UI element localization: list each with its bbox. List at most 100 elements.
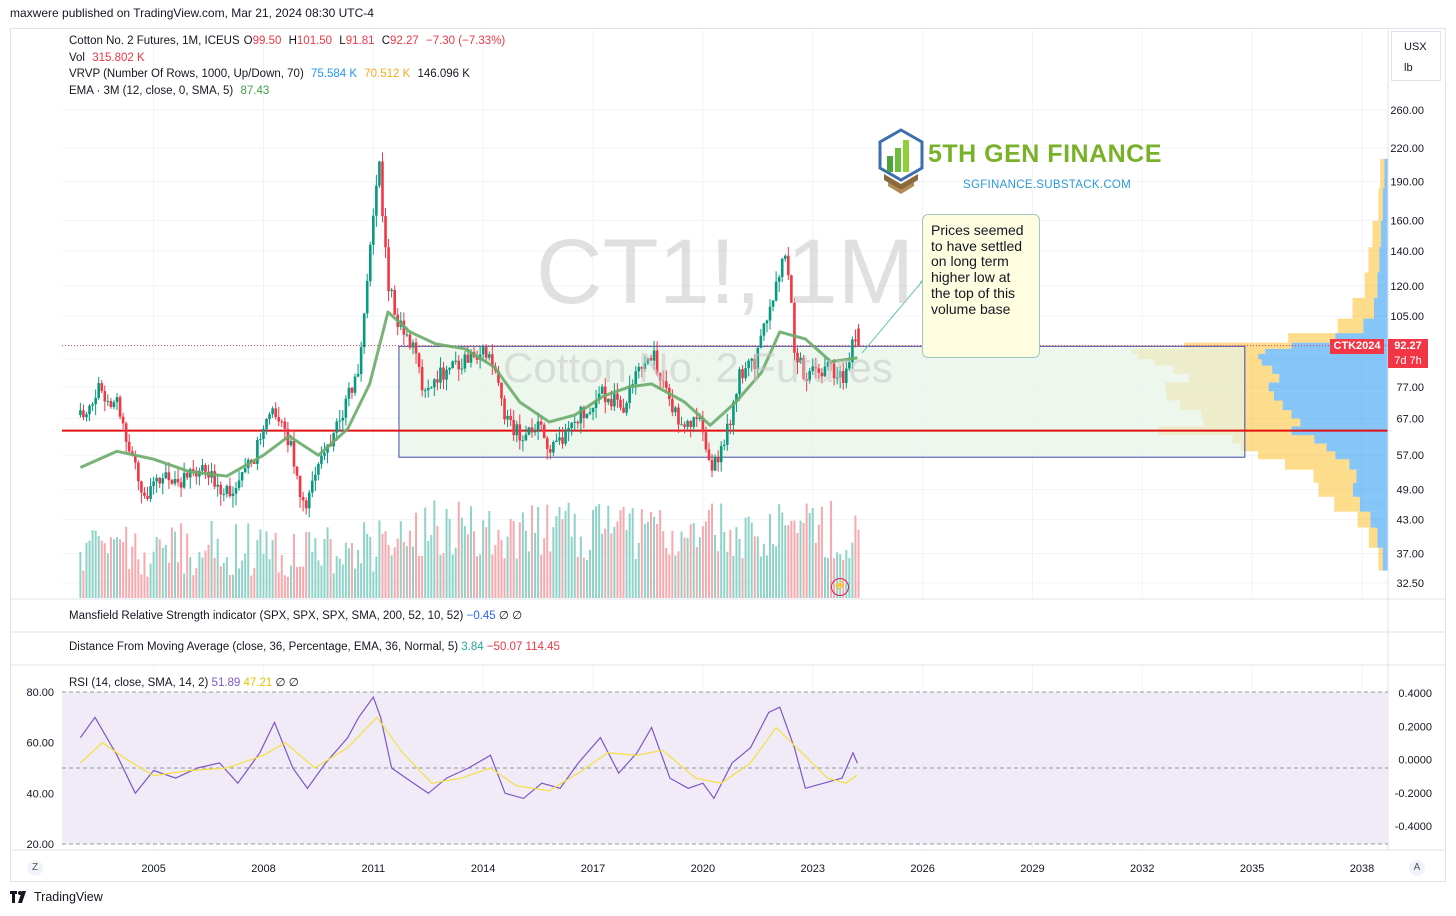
candle-body [222, 494, 226, 496]
volume-bar [280, 554, 283, 598]
legend-high: 101.50 [296, 35, 333, 47]
candle-body [509, 415, 512, 421]
candle-body [640, 366, 644, 369]
volume-bar [357, 549, 360, 598]
legend-ema-value: 87.43 [240, 84, 270, 97]
volume-bar [741, 558, 744, 598]
volume-bar [323, 538, 326, 598]
legend-ema-label[interactable]: EMA · 3M (12, close, 0, SMA, 5) [69, 84, 234, 97]
candle-body [487, 354, 491, 358]
candle-body [628, 385, 631, 403]
legend-symbol[interactable]: Cotton No. 2 Futures, 1M, ICEUS [69, 35, 240, 47]
candle-body [225, 485, 229, 495]
candle-body [414, 342, 418, 354]
volume-bar [595, 506, 598, 598]
volume-profile-down-bar [1378, 547, 1383, 571]
volume-bar [167, 562, 170, 598]
price-axis-tick: 160.00 [1390, 215, 1424, 227]
candle-body [213, 471, 216, 487]
candle-body [420, 367, 424, 391]
rsi-left-tick: 80.00 [26, 687, 54, 699]
volume-bar [701, 526, 704, 598]
volume-bar [415, 512, 418, 598]
candle-body [338, 420, 342, 422]
candle-body [381, 161, 384, 217]
flash-icon[interactable]: ⚡ [831, 578, 849, 596]
volume-bar [643, 523, 646, 598]
currency-unit-button[interactable]: USX lb [1391, 31, 1441, 81]
volume-bar [744, 517, 747, 598]
candle-body [796, 352, 799, 363]
volume-bar [390, 555, 393, 598]
volume-bar [610, 533, 613, 598]
volume-bar [344, 542, 347, 598]
volume-bar [418, 555, 421, 598]
watermark-name: Cotton No. 2 Futures [503, 344, 893, 391]
legend-ema-row: EMA · 3M (12, close, 0, SMA, 5) 87.43 [69, 83, 509, 100]
volume-bar [707, 509, 710, 598]
time-axis-tick: 2035 [1240, 863, 1264, 875]
volume-bar [164, 544, 167, 598]
volume-bar [283, 575, 286, 598]
candle-body [307, 492, 311, 509]
price-axis-tick: 49.00 [1396, 485, 1424, 497]
price-axis-tick: 190.00 [1390, 176, 1424, 188]
candle-body [774, 281, 778, 301]
volume-bar [155, 537, 158, 598]
zoom-button[interactable]: Z [27, 860, 43, 876]
volume-bar [653, 516, 656, 598]
volume-bar [366, 533, 369, 598]
candle-body [771, 300, 775, 307]
candle-body [652, 350, 656, 361]
volume-bar [506, 536, 509, 598]
legend-vrvp-label[interactable]: VRVP (Number Of Rows, 1000, Up/Down, 70) [69, 68, 304, 80]
time-axis-tick: 2005 [141, 863, 165, 875]
candle-body [588, 412, 592, 414]
candle-body [521, 440, 525, 442]
candle-body [533, 430, 537, 433]
candle-body [94, 397, 97, 405]
volume-bar [433, 500, 436, 598]
footer-brand[interactable]: TradingView [34, 890, 103, 904]
candle-body [259, 439, 262, 441]
countdown-tag: 7d 7h [1388, 354, 1428, 368]
legend-vol-label[interactable]: Vol [69, 51, 85, 64]
candle-body [426, 388, 430, 391]
candle-body [695, 417, 699, 420]
annotation-callout[interactable]: Prices seemed to have settled on long te… [922, 214, 1040, 358]
candle-body [805, 378, 808, 381]
volume-bar [427, 540, 430, 598]
mansfield-label[interactable]: Mansfield Relative Strength indicator (S… [69, 610, 464, 622]
brand-subtitle: SGFINANCE.SUBSTACK.COM [963, 179, 1132, 191]
candle-body [753, 358, 757, 370]
candle-body [701, 417, 705, 433]
volume-profile-up-bar [1380, 220, 1388, 248]
auto-scale-button[interactable]: A [1409, 860, 1425, 876]
volume-bar [726, 551, 729, 598]
candle-body [613, 393, 616, 407]
rsi-label[interactable]: RSI (14, close, SMA, 14, 2) [69, 677, 209, 689]
volume-bar [231, 574, 234, 598]
volume-bar [332, 573, 335, 598]
candle-body [88, 405, 91, 415]
volume-bar [103, 543, 106, 598]
candle-body [292, 441, 296, 467]
candle-body [625, 402, 628, 413]
volume-bar [671, 531, 674, 598]
dfma-label[interactable]: Distance From Moving Average (close, 36,… [69, 641, 459, 653]
time-axis-tick: 2026 [910, 863, 934, 875]
volume-bar [772, 544, 775, 598]
candle-body [155, 477, 158, 482]
volume-bar [305, 532, 308, 598]
candle-body [484, 347, 488, 358]
candle-body [344, 398, 348, 418]
volume-bar [85, 542, 88, 598]
volume-bar [616, 521, 619, 598]
candle-body [283, 421, 287, 429]
volume-bar [826, 558, 829, 598]
candle-body [680, 424, 683, 426]
mansfield-legend: Mansfield Relative Strength indicator (S… [69, 608, 522, 622]
dfma-legend: Distance From Moving Average (close, 36,… [69, 641, 560, 653]
volume-bar [146, 576, 149, 598]
